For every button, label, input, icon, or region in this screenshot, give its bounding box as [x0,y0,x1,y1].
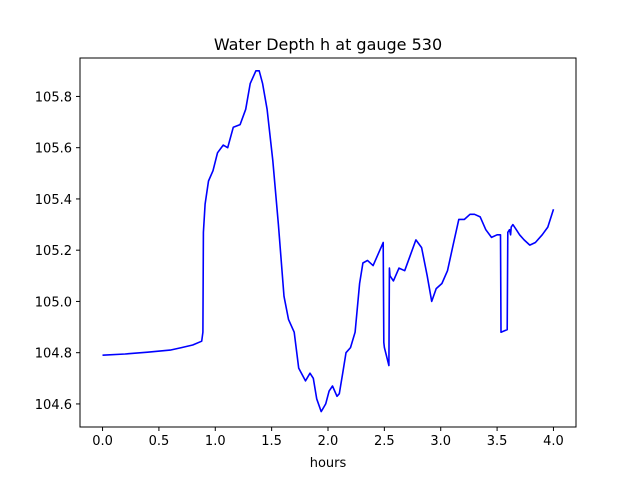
axes-frame [79,57,577,428]
x-tick-label: 1.0 [205,434,226,449]
x-tick-label: 2.5 [374,434,395,449]
y-tick-label: 105.8 [35,90,72,105]
x-tick-label: 0.0 [92,434,113,449]
y-tick-label: 105.6 [35,142,72,157]
x-tick-label: 1.5 [261,434,282,449]
y-tick-label: 104.6 [35,398,72,413]
x-tick-label: 2.0 [318,434,339,449]
chart-title: Water Depth h at gauge 530 [214,35,442,54]
plot-area [102,70,555,413]
y-axis-ticks: 104.6 104.8 105.0 105.2 105.4 105.6 105.8 [35,90,80,413]
x-axis-label: hours [310,456,347,471]
x-tick-label: 3.0 [430,434,451,449]
y-tick-label: 105.0 [35,295,72,310]
y-tick-label: 105.4 [35,193,72,208]
x-tick-label: 3.5 [487,434,508,449]
y-tick-label: 105.2 [35,244,72,259]
x-tick-label: 4.0 [543,434,564,449]
x-axis-ticks: 0.0 0.5 1.0 1.5 2.0 2.5 3.0 3.5 4.0 [92,427,564,449]
x-tick-label: 0.5 [149,434,170,449]
y-tick-label: 104.8 [35,347,72,362]
series-line [102,70,555,413]
